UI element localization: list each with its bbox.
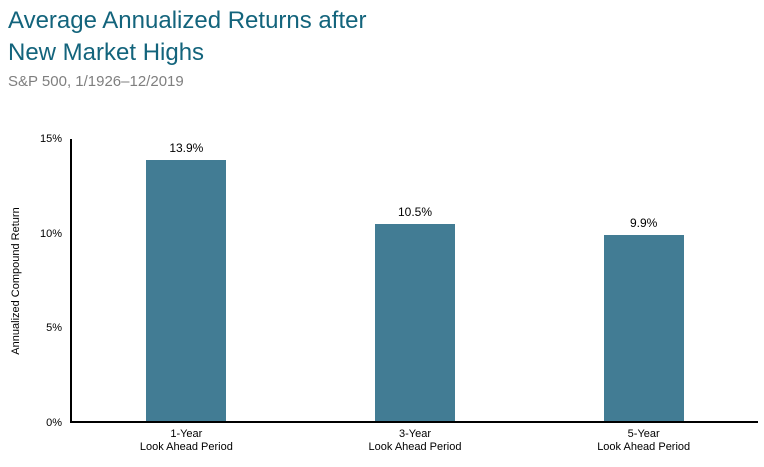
bar-slot: 10.5% 3-Year Look Ahead Period <box>301 139 530 453</box>
y-tick-label: 15% <box>39 133 62 145</box>
bar-value-label: 13.9% <box>169 140 204 155</box>
x-axis-label: 1-Year Look Ahead Period <box>72 428 301 454</box>
x-axis-label-sublabel: Look Ahead Period <box>368 441 462 453</box>
x-axis-label-period: 3-Year <box>399 428 432 440</box>
x-axis-label: 5-Year Look Ahead Period <box>529 428 758 454</box>
bar-slot: 13.9% 1-Year Look Ahead Period <box>72 139 301 453</box>
bar-value-label: 9.9% <box>630 215 658 230</box>
x-axis-label-sublabel: Look Ahead Period <box>597 441 691 453</box>
plot-area: 13.9% 1-Year Look Ahead Period 10.5% 3-Year L… <box>70 139 758 453</box>
y-axis-tick-labels: 0% 5% 10% 15% <box>0 133 62 429</box>
x-axis-label: 3-Year Look Ahead Period <box>301 428 530 454</box>
chart-subtitle: S&P 500, 1/1926–12/2019 <box>8 73 184 90</box>
bar <box>375 223 455 421</box>
chart-title: Average Annualized Returns after New Mar… <box>8 7 367 66</box>
x-axis-label-period: 5-Year <box>627 428 660 440</box>
x-axis-label-period: 1-Year <box>170 428 203 440</box>
y-tick-label: 5% <box>46 322 62 335</box>
x-axis-label-sublabel: Look Ahead Period <box>139 441 233 453</box>
bar <box>146 159 227 421</box>
y-tick-label: 0% <box>46 417 62 429</box>
bar-value-label: 10.5% <box>397 204 433 219</box>
bar-slot: 9.9% 5-Year Look Ahead Period <box>529 139 758 453</box>
y-tick-label: 10% <box>39 227 62 240</box>
bar <box>603 234 684 421</box>
